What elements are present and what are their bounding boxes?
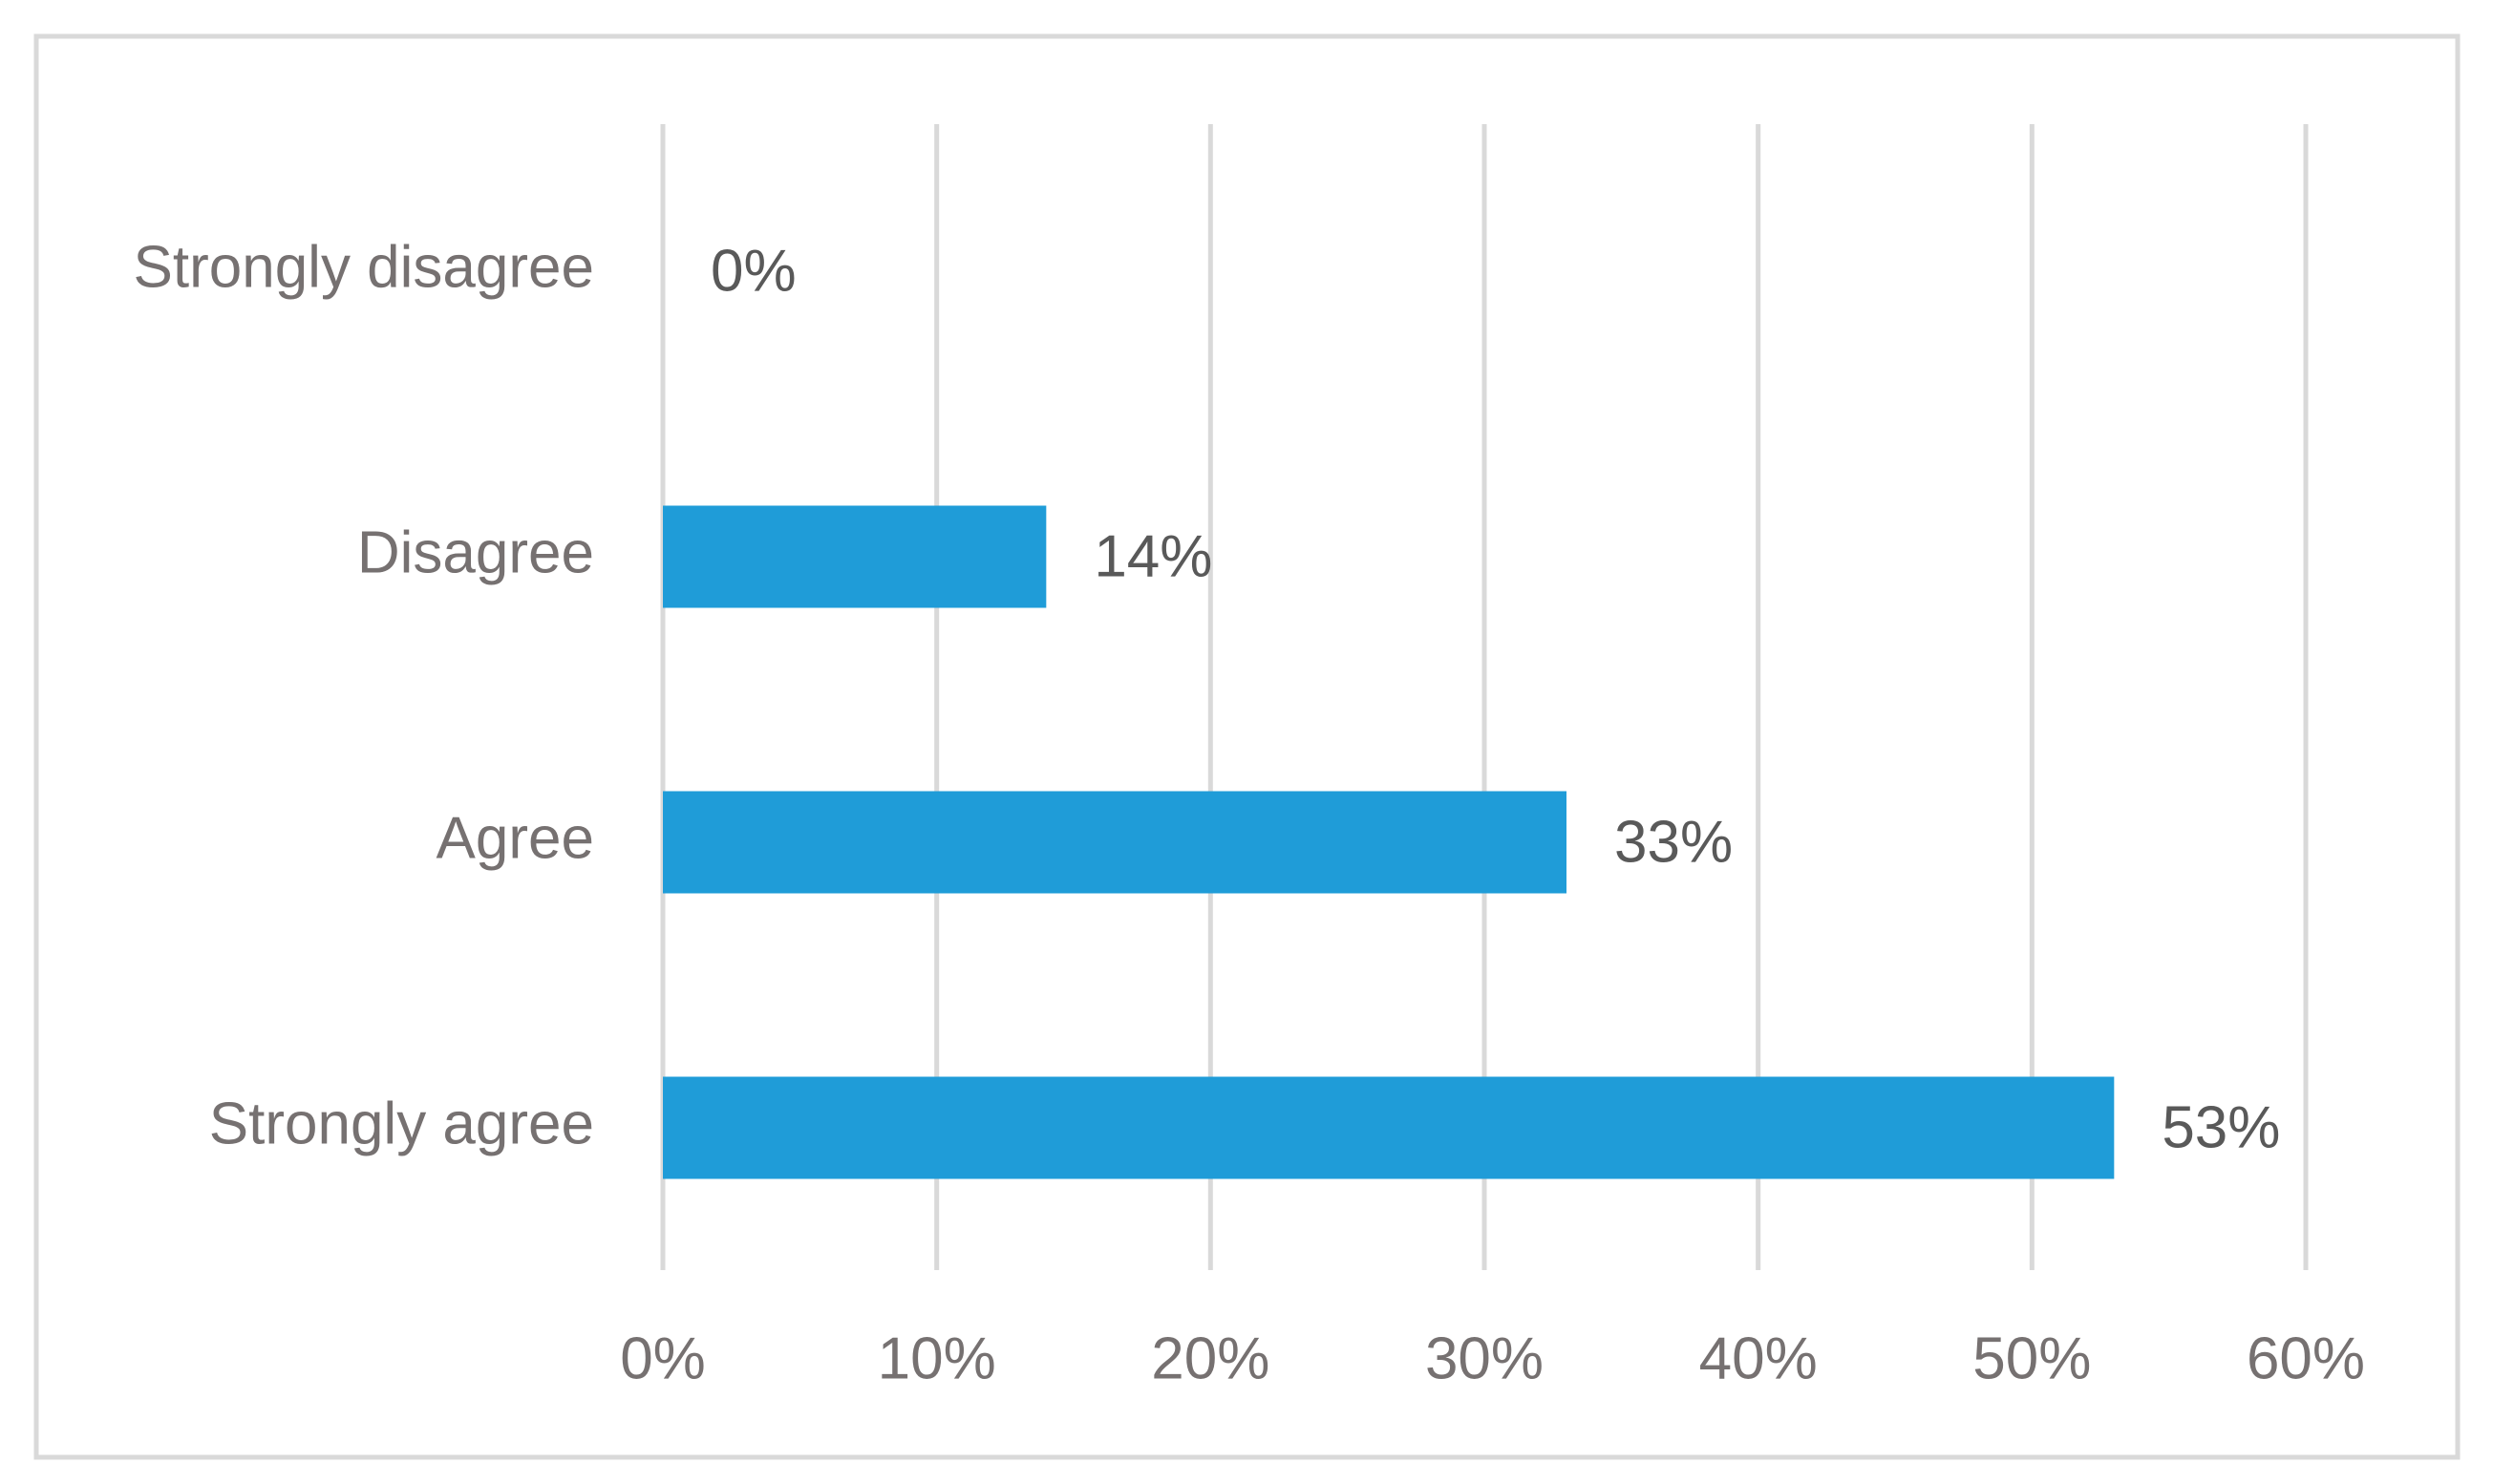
data-label: 14% [1094,523,1212,589]
x-tick-label: 30% [1425,1325,1544,1391]
bar [663,1076,2115,1179]
bar [663,791,1566,894]
data-label: 33% [1614,809,1733,875]
data-label: 53% [2162,1094,2280,1160]
data-label: 0% [711,238,797,304]
x-tick-label: 10% [878,1325,996,1391]
x-tick-label: 50% [1972,1325,2091,1391]
x-tick-label: 40% [1699,1325,1818,1391]
y-tick-label: Strongly agree [209,1091,594,1156]
y-tick-label: Strongly disagree [134,234,595,300]
x-tick-label: 60% [2247,1325,2365,1391]
x-tick-label: 0% [620,1325,706,1391]
y-tick-label: Disagree [357,519,594,585]
chart-frame [33,33,2461,1460]
x-tick-label: 20% [1151,1325,1269,1391]
y-tick-label: Agree [437,805,594,871]
bar [663,505,1047,608]
